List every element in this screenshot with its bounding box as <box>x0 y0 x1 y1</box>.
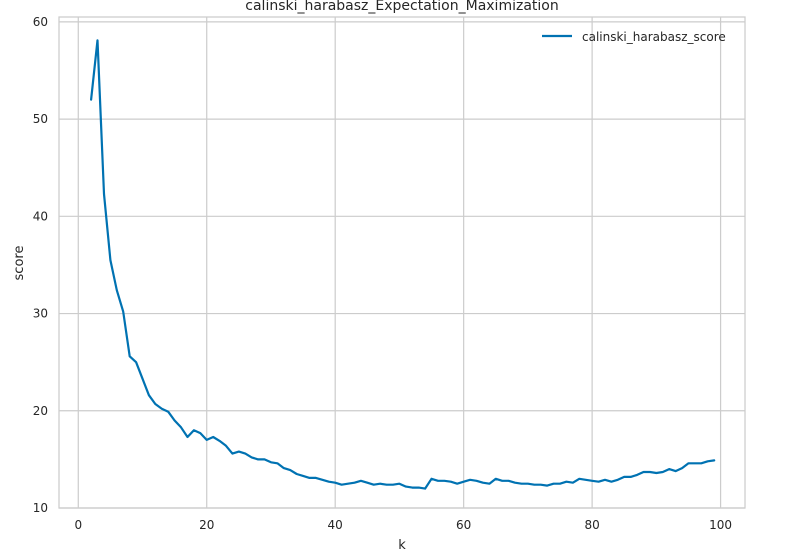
y-tick-label: 10 <box>33 501 48 515</box>
chart-title: calinski_harabasz_Expectation_Maximizati… <box>245 0 558 14</box>
x-tick-label: 60 <box>456 518 471 532</box>
legend: calinski_harabasz_score <box>542 30 726 44</box>
y-axis-label: score <box>12 246 27 281</box>
legend-label: calinski_harabasz_score <box>582 30 726 44</box>
x-tick-label: 40 <box>328 518 343 532</box>
x-tick-label: 20 <box>199 518 214 532</box>
axis-ticks: 0 20 40 60 80 100 10 20 30 40 50 60 <box>33 15 732 532</box>
y-tick-label: 20 <box>33 404 48 418</box>
y-tick-label: 40 <box>33 209 48 223</box>
y-tick-label: 30 <box>33 307 48 321</box>
y-tick-label: 60 <box>33 15 48 29</box>
x-tick-label: 0 <box>74 518 82 532</box>
plot-background <box>58 16 746 509</box>
x-tick-label: 100 <box>709 518 732 532</box>
y-tick-label: 50 <box>33 112 48 126</box>
grid <box>59 17 745 509</box>
series-line <box>89 39 716 490</box>
series-layer <box>89 39 716 490</box>
x-axis-label: k <box>398 538 406 550</box>
x-tick-label: 80 <box>584 518 599 532</box>
